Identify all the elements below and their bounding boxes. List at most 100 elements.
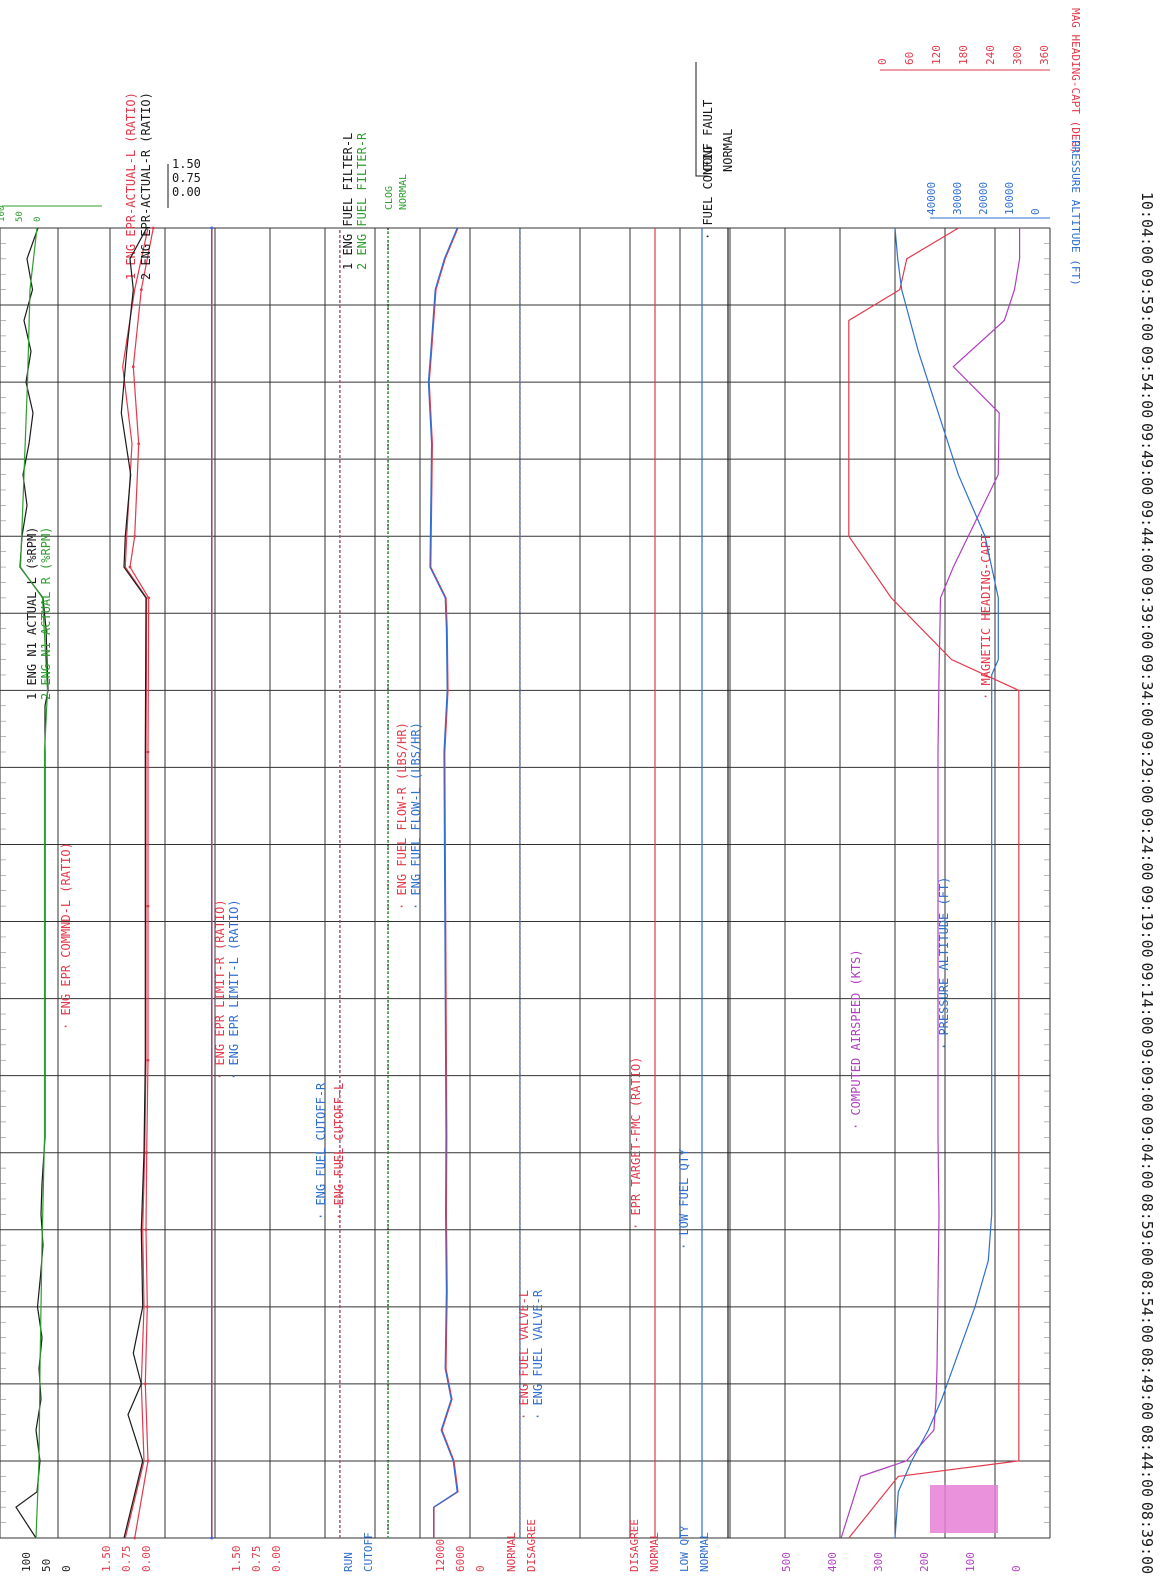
fuel-config-scale-label: NORMAL (721, 129, 735, 172)
series-point (137, 442, 141, 446)
series-point (210, 1536, 213, 1540)
series-label-n1-0: 1 ENG N1 ACTUAL L (%RPM) (25, 527, 39, 700)
series-label-fuel-config-0: · FUEL CONFIG (701, 146, 715, 240)
band-fuel-filter: 1 ENG FUEL FILTER-L 2 ENG FUEL FILTER-R (341, 132, 389, 1538)
band-scale-airspeed: 500 400 300 200 100 0 (780, 1552, 1023, 1572)
legend-heading-tick: 60 (903, 52, 916, 65)
band-scale-fuel-valve: NORMAL DISAGREE (505, 1519, 538, 1572)
band-fuel-valve: · ENG FUEL VALVE-L · ENG FUEL VALVE-R (517, 228, 545, 1538)
band-scale-label: 0.75 (250, 1546, 263, 1573)
band-scale-fuel-cutoff: RUN CUTOFF (342, 1532, 375, 1572)
x-tick-label: 09:54:00 (1138, 346, 1156, 418)
n1-scale-label: 0 (33, 217, 43, 222)
series-label-epr-limit-1: · ENG EPR LIMIT-L (RATIO) (227, 899, 241, 1080)
band-scale-label: 100 (964, 1552, 977, 1572)
legend-altitude-tick: 0 (1029, 208, 1042, 215)
series-point (151, 226, 155, 230)
x-tick-label: 09:34:00 (1138, 654, 1156, 726)
x-axis-ticks: 08:39:00 08:44:00 08:49:00 08:54:00 08:59:00… (1138, 192, 1156, 1574)
series-label-airspeed-1: · MAGNETIC HEADING-CAPT (979, 534, 993, 700)
legend-heading-tick: 180 (957, 45, 970, 65)
x-tick-label: 09:24:00 (1138, 808, 1156, 880)
series-point (147, 596, 151, 600)
x-tick-label: 09:29:00 (1138, 731, 1156, 803)
legend-altitude-label: PRESSURE ALTITUDE (FT) (1069, 140, 1082, 286)
x-tick-label: 08:49:00 (1138, 1348, 1156, 1420)
band-scale-label: DISAGREE (525, 1519, 538, 1572)
series-line-n1-1 (19, 227, 49, 1539)
series-line-epr-0 (129, 227, 154, 1539)
band-scale-label: 1.50 (100, 1546, 113, 1573)
series-label-epr-limit-0: · ENG EPR LIMIT-R (RATIO) (213, 899, 227, 1080)
epr-scale-label: 0.00 (172, 185, 201, 199)
legend-altitude-tick: 40000 (925, 182, 938, 215)
legend-heading-tick: 300 (1011, 45, 1024, 65)
series-line-altitude-0 (894, 227, 999, 1539)
series-label-fuel-valve-1: · ENG FUEL VALVE-R (531, 1289, 545, 1420)
series-point (131, 365, 135, 369)
legend-heading-tick: 0 (876, 58, 889, 65)
band-scale-label: NORMAL (698, 1532, 711, 1572)
band-altitude: · PRESSURE ALTITUDE (FT) (894, 227, 999, 1539)
band-scale-epr-target: DISAGREE NORMAL (628, 1519, 661, 1572)
series-point (133, 534, 137, 538)
x-tick-label: 10:04:00 (1138, 192, 1156, 264)
band-scale-label: 0.00 (140, 1546, 153, 1573)
series-point (146, 1058, 150, 1062)
series-label-fuel-valve-0: · ENG FUEL VALVE-L (517, 1290, 531, 1420)
band-scale-n1: 100 50 0 (20, 1552, 73, 1572)
series-label-fuel-filter-1: 2 ENG FUEL FILTER-R (355, 132, 369, 270)
series-point (128, 565, 132, 569)
series-label-epr-2: 2 ENG EPR-ACTUAL-R (RATIO) (139, 92, 153, 280)
band-scale-label: 12000 (434, 1539, 447, 1572)
band-epr-target: · EPR TARGET-FMC (RATIO) (629, 228, 656, 1538)
band-scale-label: 200 (918, 1552, 931, 1572)
band-scale-label: DISAGREE (628, 1519, 641, 1572)
series-line-fuel-flow-0 (428, 227, 459, 1538)
fuel-config-scale-label: CONF FAULT (701, 100, 715, 172)
x-tick-label: 08:59:00 (1138, 1194, 1156, 1266)
band-scale-label: NORMAL (505, 1532, 518, 1572)
legend-altitude-tick: 30000 (951, 182, 964, 215)
series-line-fuel-flow-1 (427, 227, 458, 1538)
x-tick-label: 08:54:00 (1138, 1271, 1156, 1343)
x-tick-label: 09:14:00 (1138, 962, 1156, 1034)
band-n1: 1 ENG N1 ACTUAL L (%RPM) 2 ENG N1 ACTUAL … (15, 227, 53, 1539)
band-scale-label: 0 (1010, 1565, 1023, 1572)
series-point (210, 226, 213, 230)
legend-altitude-tick: 10000 (1003, 182, 1016, 215)
fuel-config-bracket (695, 62, 708, 177)
data-gap-block (930, 1485, 998, 1533)
band-scale-label: 500 (780, 1552, 793, 1572)
band-scale-epr: 1.50 0.75 0.00 (100, 1546, 153, 1573)
series-point (143, 1382, 147, 1386)
band-fuel-qty: · LOW FUEL QTY (677, 228, 703, 1538)
series-point (133, 1536, 137, 1540)
n1-scale-label: 100 (0, 206, 7, 222)
series-point (146, 904, 150, 908)
series-point (145, 1305, 149, 1309)
band-scale-label: 0 (474, 1565, 487, 1572)
x-tick-label: 09:04:00 (1138, 1117, 1156, 1189)
band-scale-label: 0.00 (270, 1546, 283, 1573)
legend-heading-tick: 120 (930, 45, 943, 65)
legend-heading-tick: 240 (984, 45, 997, 65)
fuel-filter-scale-label: NORMAL (398, 174, 409, 210)
band-epr-limit: · ENG EPR LIMIT-R (RATIO) · ENG EPR LIMIT… (210, 226, 241, 1540)
series-point (145, 1151, 149, 1155)
series-point (146, 1459, 150, 1463)
x-tick-label: 09:09:00 (1138, 1040, 1156, 1112)
band-scale-label: 100 (20, 1552, 33, 1572)
series-line-airspeed-1 (848, 227, 1020, 1539)
n1-scale-label: 50 (15, 211, 25, 222)
series-point (139, 288, 143, 292)
band-epr: · ENG EPR COMMND-L (RATIO) 1 ENG EPR-ACTU… (59, 92, 155, 1540)
series-label-altitude-0: · PRESSURE ALTITUDE (FT) (937, 877, 951, 1050)
series-point (146, 750, 150, 754)
band-scale-label: NORMAL (648, 1532, 661, 1572)
band-scale-label: 50 (40, 1559, 53, 1572)
series-label-fuel-cutoff-0: · ENG FUEL CUTOFF-R (314, 1082, 328, 1220)
series-line-airspeed-0 (840, 228, 1021, 1539)
epr-scale-label: 1.50 (172, 157, 201, 171)
